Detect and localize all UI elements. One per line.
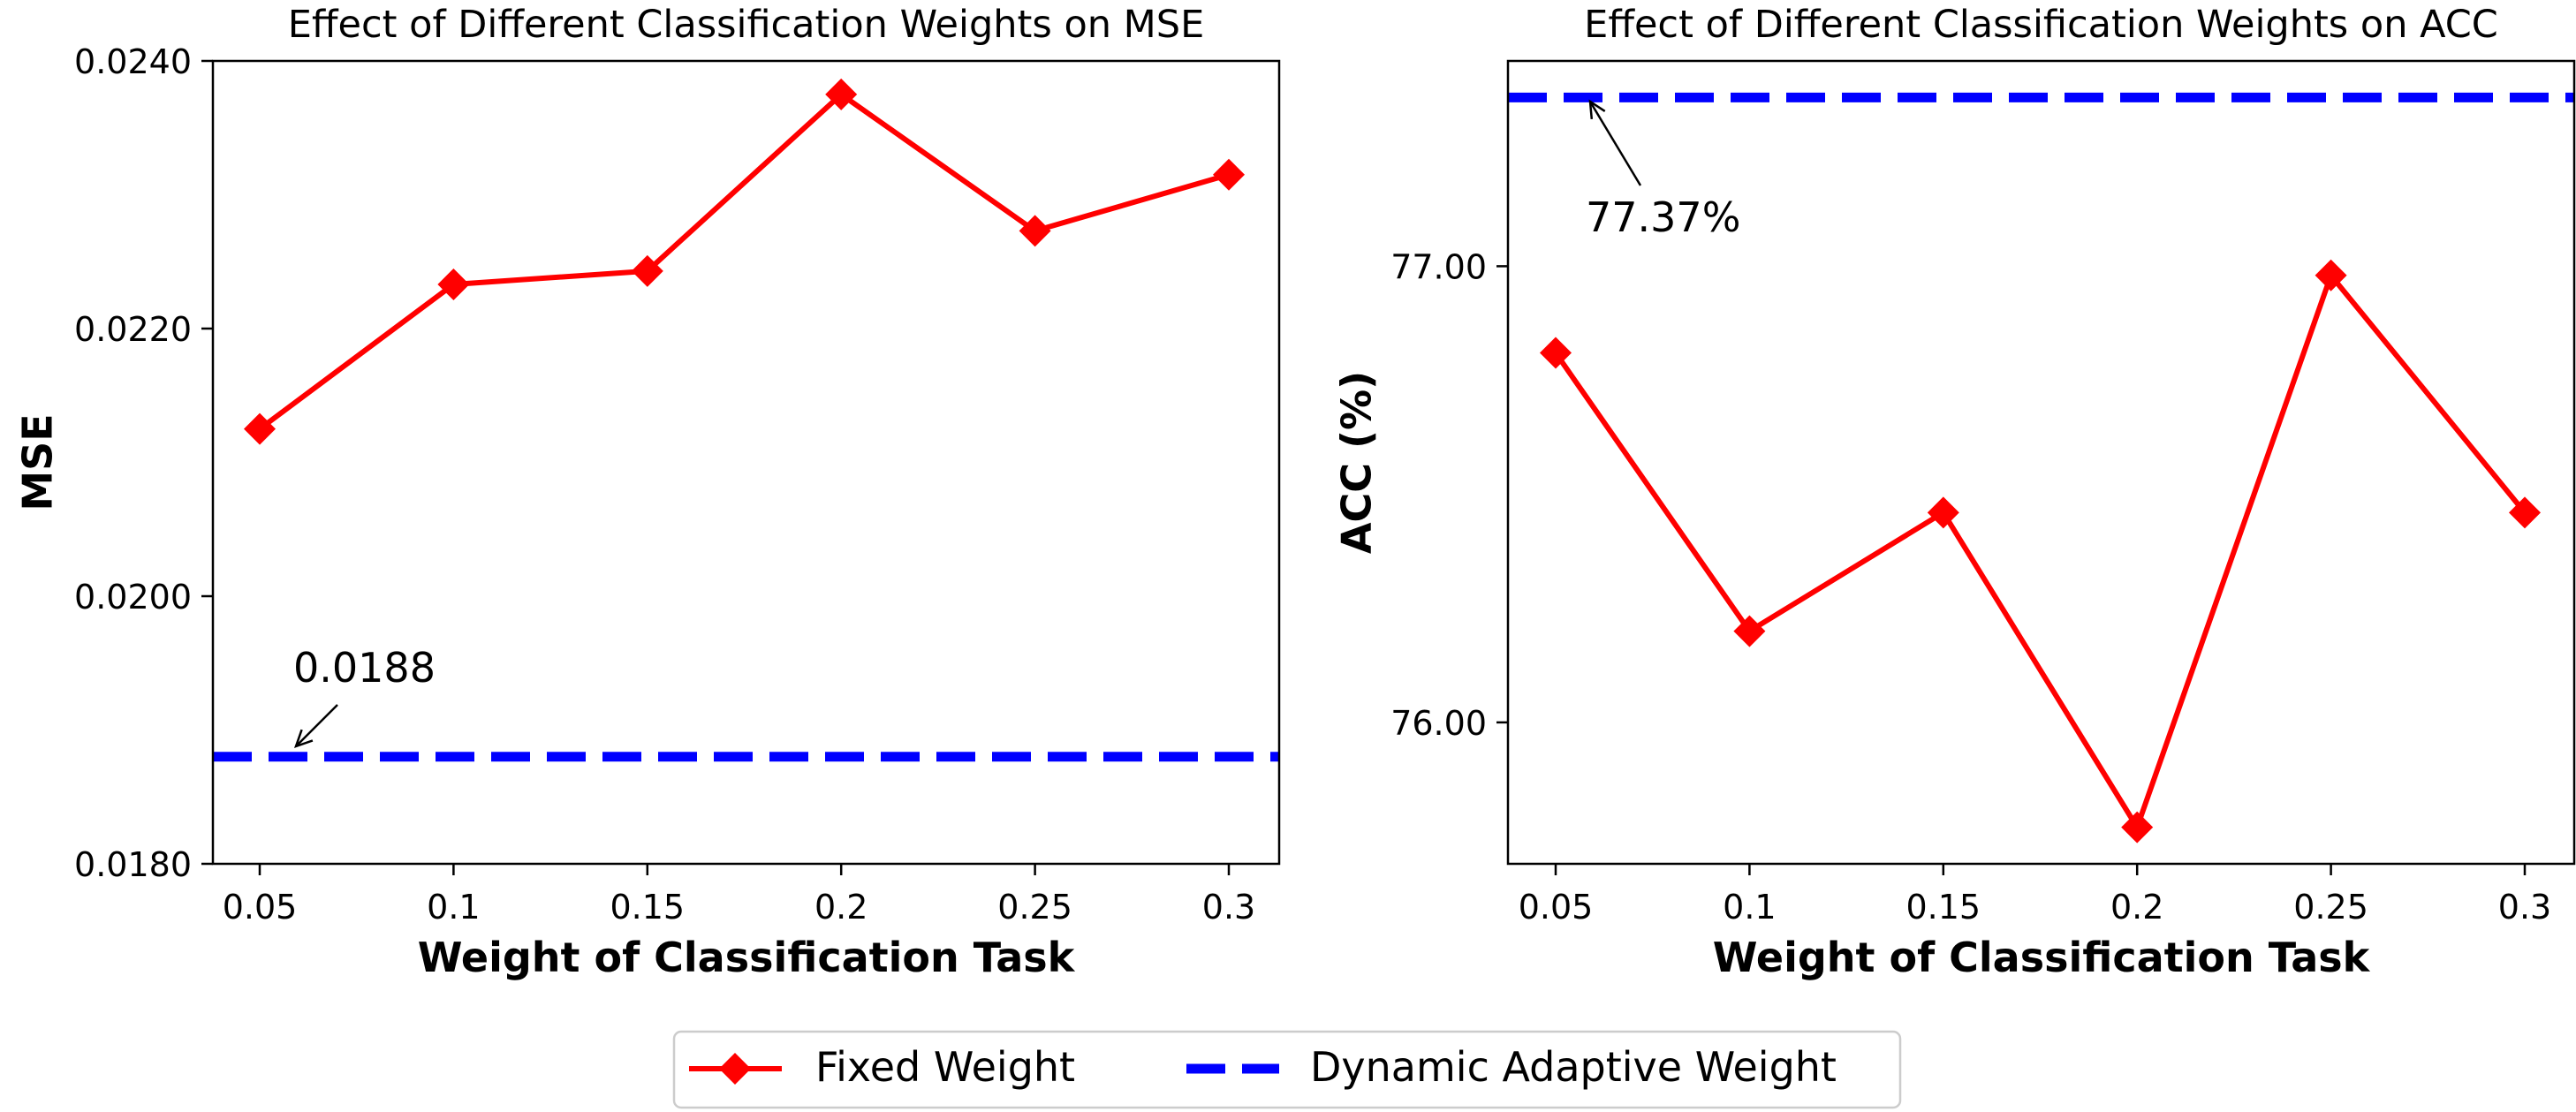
fixed-weight-point <box>1927 496 1959 529</box>
y-tick-label: 76.00 <box>1390 704 1487 743</box>
annotation-label: 0.0188 <box>293 644 436 692</box>
plot-frame <box>1506 59 2576 866</box>
fixed-weight-point <box>2121 811 2154 843</box>
x-tick-label: 0.3 <box>2498 888 2551 927</box>
legend: Fixed Weight Dynamic Adaptive Weight <box>672 1030 1902 1109</box>
annotation-label: 77.37% <box>1586 193 1740 241</box>
x-tick-label: 0.25 <box>2293 888 2368 927</box>
annotation-arrow <box>1588 101 1642 186</box>
x-tick-label: 0.05 <box>223 888 298 927</box>
fixed-weight-point <box>825 78 858 110</box>
y-axis-label: ACC (%) <box>1333 371 1381 554</box>
x-tick-label: 0.15 <box>610 888 685 927</box>
x-tick-label: 0.1 <box>427 888 480 927</box>
legend-box <box>672 1030 1902 1109</box>
fixed-weight-point <box>437 269 470 301</box>
y-tick-label: 0.0200 <box>74 578 192 617</box>
fixed-weight-point <box>244 412 276 445</box>
x-tick-label: 0.15 <box>1905 888 1981 927</box>
fixed-weight-point <box>631 254 663 287</box>
fixed-weight-point <box>2509 496 2541 529</box>
x-tick-label: 0.2 <box>814 888 868 927</box>
mse-chart: Effect of Different Classification Weigh… <box>14 3 1281 981</box>
x-tick-label: 0.2 <box>2110 888 2163 927</box>
y-tick-label: 77.00 <box>1390 247 1487 286</box>
y-tick-label: 0.0180 <box>74 845 192 884</box>
fixed-weight-point <box>1540 337 1572 369</box>
legend-fixed-marker-swatch <box>719 1053 751 1085</box>
acc-chart: Effect of Different Classification Weigh… <box>1333 3 2576 981</box>
annotation-arrowhead <box>1588 99 1606 120</box>
fixed-weight-point <box>1733 615 1766 647</box>
y-axis-label: MSE <box>14 413 62 511</box>
fixed-weight-point <box>2315 259 2347 291</box>
fixed-weight-point <box>1019 215 1051 247</box>
annotation-arrow <box>295 704 338 747</box>
x-axis-label: Weight of Classification Task <box>418 934 1076 981</box>
x-tick-label: 0.1 <box>1723 888 1776 927</box>
y-tick-label: 0.0240 <box>74 42 192 81</box>
legend-fixed-label: Fixed Weight <box>815 1043 1075 1091</box>
chart-title: Effect of Different Classification Weigh… <box>1584 3 2498 47</box>
legend-dynamic-label: Dynamic Adaptive Weight <box>1310 1043 1837 1091</box>
x-tick-label: 0.25 <box>997 888 1072 927</box>
x-tick-label: 0.3 <box>1202 888 1255 927</box>
x-tick-label: 0.05 <box>1519 888 1594 927</box>
fixed-weight-point <box>1213 158 1245 191</box>
fixed-weight-line <box>1553 272 2527 830</box>
x-axis-label: Weight of Classification Task <box>1713 934 2371 981</box>
plot-frame <box>211 59 1281 866</box>
annotation-arrowhead <box>293 729 314 749</box>
chart-title: Effect of Different Classification Weigh… <box>288 3 1205 47</box>
y-tick-label: 0.0220 <box>74 310 192 349</box>
fixed-weight-line <box>258 91 1230 432</box>
